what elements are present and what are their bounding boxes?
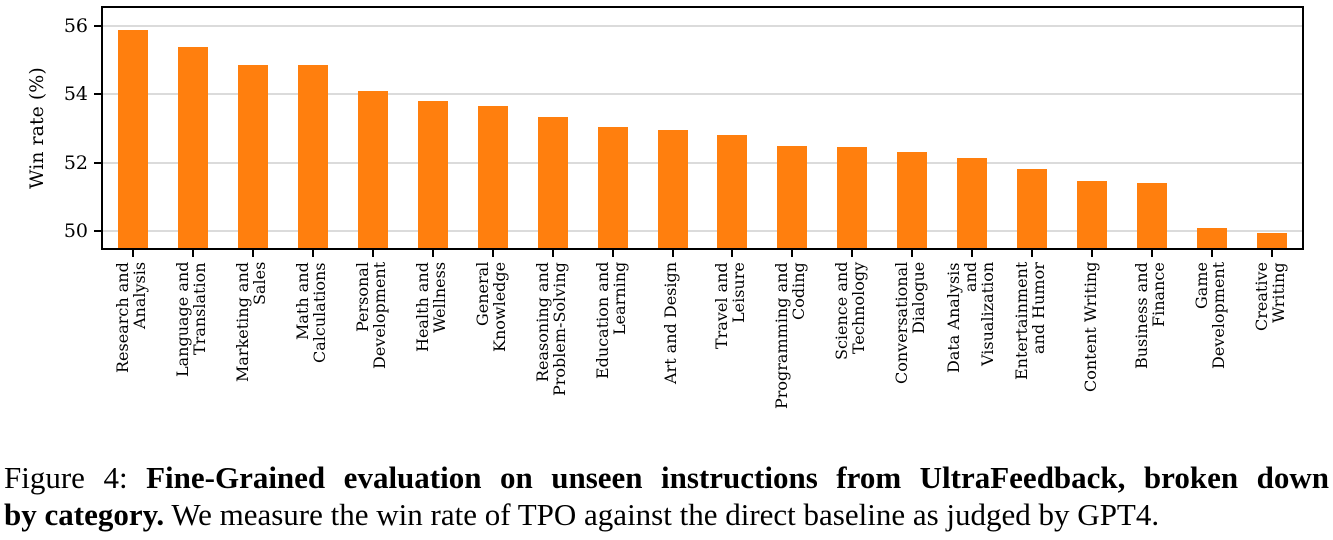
x-tick-3 xyxy=(251,250,254,257)
caption-line-1: Figure 4: Fine-Grained evaluation on uns… xyxy=(4,460,1329,497)
bar-research-and-analysis xyxy=(117,29,148,248)
y-tick-label-50: 50 xyxy=(63,219,88,242)
x-label-conversational-dialogue: Conversational Dialogue xyxy=(892,262,929,385)
bar-education-and-learning xyxy=(597,126,628,248)
x-label-marketing-and-sales: Marketing and Sales xyxy=(232,262,269,382)
x-tick-2 xyxy=(191,250,194,257)
y-tick-56 xyxy=(94,25,102,28)
x-tick-1 xyxy=(131,250,134,257)
x-label-data-analysis-and-visualization: Data Analysis and Visualization xyxy=(943,262,997,373)
x-label-math-and-calculations: Math and Calculations xyxy=(292,262,329,363)
figure-caption: Figure 4: Fine-Grained evaluation on uns… xyxy=(4,460,1329,533)
x-label-education-and-learning: Education and Learning xyxy=(592,262,629,380)
x-label-creative-writing: Creative Writing xyxy=(1252,262,1289,331)
x-label-travel-and-leisure: Travel and Leisure xyxy=(712,262,749,349)
x-tick-6 xyxy=(431,250,434,257)
y-tick-50 xyxy=(94,229,102,232)
x-tick-5 xyxy=(371,250,374,257)
x-label-reasoning-and-problem-solving: Reasoning and Problem-Solving xyxy=(532,262,569,396)
x-tick-16 xyxy=(1031,250,1034,257)
x-tick-19 xyxy=(1211,250,1214,257)
gridline-50 xyxy=(103,229,1302,232)
y-tick-label-54: 54 xyxy=(63,83,88,106)
y-tick-54 xyxy=(94,93,102,96)
x-tick-17 xyxy=(1091,250,1094,257)
bar-travel-and-leisure xyxy=(717,135,748,248)
x-label-game-development: Game Development xyxy=(1192,262,1229,370)
caption-line-2: by category. We measure the win rate of … xyxy=(4,497,1329,534)
bar-business-and-finance xyxy=(1137,183,1168,248)
caption-figure-label: Figure 4: xyxy=(4,460,147,495)
x-tick-18 xyxy=(1151,250,1154,257)
x-label-research-and-analysis: Research and Analysis xyxy=(112,262,149,373)
x-label-business-and-finance: Business and Finance xyxy=(1132,262,1169,369)
bar-content-writing xyxy=(1077,181,1108,248)
x-tick-13 xyxy=(851,250,854,257)
bar-reasoning-and-problem-solving xyxy=(537,116,568,248)
x-label-general-knowledge: General Knowledge xyxy=(472,262,509,353)
x-tick-9 xyxy=(611,250,614,257)
bar-personal-development xyxy=(357,90,388,248)
y-axis-label: Win rate (%) xyxy=(26,67,48,189)
x-tick-12 xyxy=(791,250,794,257)
bar-general-knowledge xyxy=(477,106,508,248)
x-tick-8 xyxy=(551,250,554,257)
y-tick-label-56: 56 xyxy=(63,15,88,38)
x-label-art-and-design: Art and Design xyxy=(661,262,681,385)
x-label-health-and-wellness: Health and Wellness xyxy=(412,262,449,352)
bar-creative-writing xyxy=(1257,232,1288,248)
bar-marketing-and-sales xyxy=(237,65,268,248)
y-tick-label-52: 52 xyxy=(63,151,88,174)
bar-art-and-design xyxy=(657,130,688,248)
x-tick-10 xyxy=(671,250,674,257)
gridline-54 xyxy=(103,93,1302,96)
bar-health-and-wellness xyxy=(417,101,448,248)
caption-bold-part-1: Fine-Grained evaluation on unseen instru… xyxy=(146,460,1329,495)
bar-data-analysis-and-visualization xyxy=(957,157,988,248)
x-tick-11 xyxy=(731,250,734,257)
bar-language-and-translation xyxy=(177,46,208,248)
x-tick-14 xyxy=(911,250,914,257)
x-label-personal-development: Personal Development xyxy=(352,262,389,370)
x-tick-7 xyxy=(491,250,494,257)
x-label-language-and-translation: Language and Translation xyxy=(172,262,209,378)
x-tick-15 xyxy=(971,250,974,257)
plot-area xyxy=(101,6,1304,250)
bar-science-and-technology xyxy=(837,147,868,248)
gridline-56 xyxy=(103,25,1302,28)
x-tick-4 xyxy=(311,250,314,257)
x-label-entertainment-and-humor: Entertainment and Humor xyxy=(1012,262,1049,381)
x-label-science-and-technology: Science and Technology xyxy=(832,262,869,361)
bar-game-development xyxy=(1197,227,1228,248)
x-label-content-writing: Content Writing xyxy=(1080,262,1100,393)
bar-conversational-dialogue xyxy=(897,152,928,248)
bar-math-and-calculations xyxy=(297,65,328,248)
caption-body-text: We measure the win rate of TPO against t… xyxy=(164,496,1160,532)
caption-bold-part-2: by category. xyxy=(4,496,165,532)
x-tick-20 xyxy=(1271,250,1274,257)
x-label-programming-and-coding: Programming and Coding xyxy=(772,262,809,409)
y-tick-52 xyxy=(94,161,102,164)
bar-programming-and-coding xyxy=(777,145,808,248)
bar-entertainment-and-humor xyxy=(1017,169,1048,248)
gridline-52 xyxy=(103,161,1302,164)
